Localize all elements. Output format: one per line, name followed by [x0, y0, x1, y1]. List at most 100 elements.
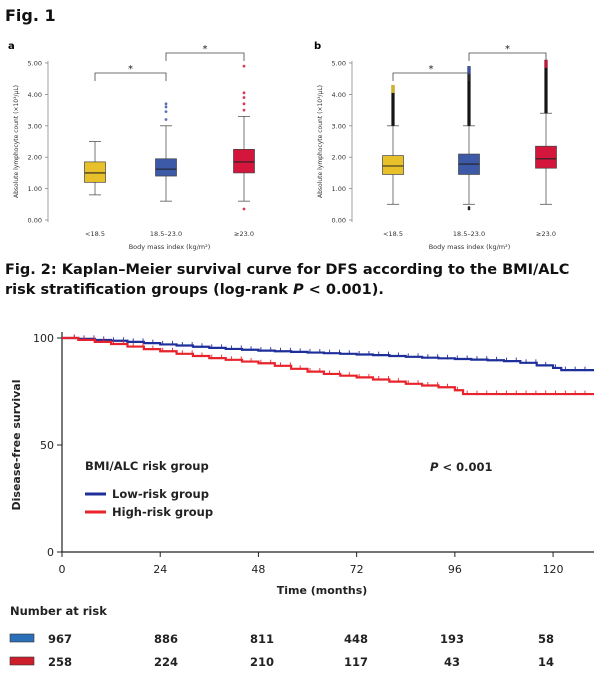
risk-table-cell: 210	[250, 655, 274, 669]
risk-table-cell: 58	[538, 632, 554, 646]
risk-table-cell: 448	[344, 632, 368, 646]
panel-a-y-tick-label: 2.00	[28, 154, 42, 162]
panel-b-outlier-band-top	[467, 66, 471, 75]
panel-a-box-body	[84, 161, 106, 183]
km-legend-label-low-risk: Low-risk group	[112, 487, 209, 501]
panel-a-plot: 0.00 1.00 2.00 3.00 4.00 5.00 Absolute lymphoc…	[13, 44, 255, 251]
panel-a-outlier	[242, 91, 246, 95]
panel-b-outlier	[467, 206, 471, 209]
panel-a-y-tick-label: 0.00	[28, 217, 42, 225]
panel-b-outlier-band	[544, 59, 548, 114]
panel-b-outlier-band	[467, 66, 471, 126]
figure-2-kaplan-meier: 0 50 100 0 24 48 72 96 120 Time (months) Disease-f…	[9, 332, 594, 669]
panel-a-x-tick-label: ≥23.0	[234, 230, 254, 238]
panel-a-x-axis-label: Body mass index (kg/m²)	[129, 243, 211, 251]
panel-b-y-axis-label: Absolute lymphocyte count (×10³/μL)	[317, 85, 324, 198]
panel-a-x-tick-label: 18.5–23.0	[150, 230, 182, 238]
panel-b-x-tick-label: <18.5	[383, 230, 403, 238]
panel-a-outlier	[242, 96, 246, 99]
km-x-tick-label: 120	[543, 563, 564, 576]
panel-b-y-tick-label: 3.00	[332, 122, 346, 130]
km-x-tick-label: 24	[153, 563, 167, 576]
panel-a-significance-bracket	[94, 72, 167, 81]
panel-a-outlier	[164, 118, 168, 121]
km-y-tick-label: 50	[40, 439, 54, 452]
panel-a-box-body	[155, 158, 177, 177]
risk-table-swatch-low-risk	[9, 633, 35, 643]
km-x-tick-label: 48	[251, 563, 265, 576]
km-p-value-text: < 0.001	[438, 460, 492, 474]
km-x-tick-label: 96	[448, 563, 462, 576]
panel-a-outlier	[164, 105, 168, 109]
km-x-axis-label: Time (months)	[277, 584, 368, 597]
panel-b-outlier-band	[391, 84, 395, 126]
panel-a-outlier	[242, 102, 246, 106]
panel-b-y-tick-label: 1.00	[332, 185, 346, 193]
panel-b-y-tick-label: 5.00	[332, 60, 346, 68]
risk-table-swatch-high-risk	[9, 656, 35, 666]
panel-b-box-0	[382, 84, 404, 205]
figure-2-title-main: Fig. 2: Kaplan–Meier survival curve for …	[5, 262, 570, 298]
panel-a-outlier	[242, 108, 246, 112]
km-censor-ticks-low-risk	[73, 334, 586, 372]
km-curve-high-risk	[62, 336, 594, 396]
panel-b-box-2	[535, 59, 557, 205]
figure-2-title-tail: < 0.001).	[303, 282, 384, 298]
panel-a-outlier	[242, 64, 246, 68]
risk-table-cell: 14	[538, 655, 554, 669]
panel-a-significance-star: *	[203, 44, 208, 55]
panel-a-label: a	[8, 41, 15, 52]
panel-b-significance-star: *	[505, 44, 510, 55]
panel-a-y-tick-label: 3.00	[28, 122, 42, 130]
risk-table-cell: 967	[48, 632, 72, 646]
km-x-tick-label: 0	[59, 563, 66, 576]
panel-b-y-tick-label: 4.00	[332, 91, 346, 99]
panel-a-outlier	[242, 207, 246, 211]
risk-table-cell: 43	[444, 655, 460, 669]
km-p-value: P < 0.001	[430, 460, 492, 474]
risk-table-cell: 224	[154, 655, 178, 669]
panel-b-y-tick-label: 0.00	[332, 217, 346, 225]
panel-a-box-1	[155, 102, 177, 202]
panel-b-outlier-band-top	[544, 59, 548, 68]
panel-b-x-axis-label: Body mass index (kg/m²)	[429, 243, 511, 251]
panel-b-box-body	[535, 145, 557, 169]
panel-a-outlier	[164, 102, 168, 106]
km-y-tick-label: 100	[33, 332, 54, 345]
panel-b-box-1	[458, 66, 480, 211]
panel-b-label: b	[314, 41, 321, 52]
km-x-tick-label: 72	[350, 563, 364, 576]
risk-table-cell: 193	[440, 632, 464, 646]
risk-table-cell: 117	[344, 655, 368, 669]
panel-b-significance-bracket	[468, 52, 547, 61]
panel-a-x-tick-label: <18.5	[85, 230, 105, 238]
panel-a-significance-bracket	[165, 52, 245, 61]
panel-b-y-tick-label: 2.00	[332, 154, 346, 162]
panel-a-y-axis-label: Absolute lymphocyte count (×10³/μL)	[13, 85, 20, 198]
figure-2-title: Fig. 2: Kaplan–Meier survival curve for …	[5, 260, 595, 300]
km-p-value-symbol: P	[430, 460, 439, 474]
figure-2-title-p: P	[292, 282, 304, 298]
figure-1-title: Fig. 1	[5, 6, 56, 25]
km-legend-label-high-risk: High-risk group	[112, 505, 213, 519]
km-curve-low-risk	[62, 336, 594, 372]
panel-a-significance-star: *	[128, 64, 133, 75]
panel-b-significance-bracket	[392, 72, 470, 81]
risk-table-title: Number at risk	[10, 604, 107, 618]
km-y-axis-label: Disease-free survival	[10, 380, 23, 511]
panel-b-outlier-band-top	[391, 84, 395, 93]
figure-1-boxplots: a b 0.00 1.00 2.00 3.00 4.00 5.00 Absolute lym…	[8, 41, 557, 251]
panel-b-x-tick-label: 18.5–23.0	[453, 230, 485, 238]
panel-a-y-tick-label: 4.00	[28, 91, 42, 99]
panel-a-y-tick-label: 5.00	[28, 60, 42, 68]
km-legend-title: BMI/ALC risk group	[85, 459, 209, 473]
panel-a-box-2	[233, 64, 255, 211]
risk-table-cell: 811	[250, 632, 274, 646]
panel-a-box-body	[233, 149, 255, 174]
panel-b-plot: 0.00 1.00 2.00 3.00 4.00 5.00 Absolute lymphoc…	[317, 44, 557, 251]
risk-table-cell: 886	[154, 632, 178, 646]
panel-b-box-body	[382, 155, 404, 175]
panel-a-outlier	[164, 110, 168, 114]
km-censor-ticks-high-risk	[73, 334, 586, 396]
panel-a-y-tick-label: 1.00	[28, 185, 42, 193]
